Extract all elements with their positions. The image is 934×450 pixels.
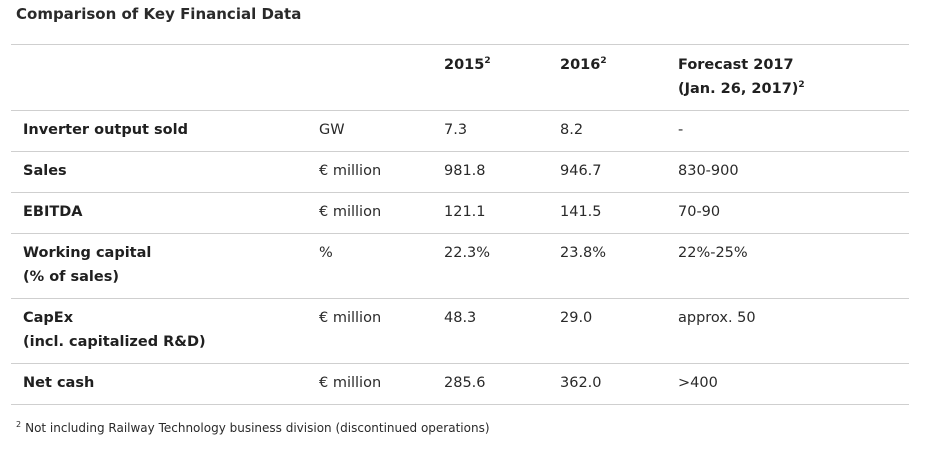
header-2015: 20152 — [444, 44, 560, 111]
row-label-sub: (incl. capitalized R&D) — [23, 334, 206, 350]
footnote-text: Not including Railway Technology busines… — [25, 421, 490, 435]
row-label: EBITDA — [11, 192, 319, 234]
footnote-ref: 2 — [484, 56, 491, 66]
row-label: Inverter output sold — [11, 110, 319, 152]
row-unit: € million — [319, 151, 444, 193]
row-forecast-2017: 830-900 — [678, 151, 909, 193]
table-row: Inverter output sold GW 7.3 8.2 - — [11, 110, 909, 152]
footnote: 2 Not including Railway Technology busine… — [16, 420, 490, 436]
row-unit: % — [319, 233, 444, 299]
table-title: Comparison of Key Financial Data — [16, 5, 302, 23]
row-unit: € million — [319, 298, 444, 364]
row-forecast-2017: 22%-25% — [678, 233, 909, 299]
row-forecast-2017: 70-90 — [678, 192, 909, 234]
row-label: Sales — [11, 151, 319, 193]
header-unit-cell — [319, 44, 444, 111]
row-unit: € million — [319, 192, 444, 234]
row-label-sub: (% of sales) — [23, 269, 119, 285]
table-row: CapEx (incl. capitalized R&D) € million 4… — [11, 298, 909, 364]
row-value-2016: 8.2 — [560, 110, 678, 152]
row-value-2015: 48.3 — [444, 298, 560, 364]
table-row: Net cash € million 285.6 362.0 >400 — [11, 363, 909, 405]
header-forecast-2017: Forecast 2017 (Jan. 26, 2017)2 — [678, 44, 909, 111]
row-value-2015: 22.3% — [444, 233, 560, 299]
table-row: EBITDA € million 121.1 141.5 70-90 — [11, 192, 909, 234]
financial-data-table: 20152 20162 Forecast 2017 (Jan. 26, 2017)… — [11, 44, 909, 405]
table-header-row: 20152 20162 Forecast 2017 (Jan. 26, 2017)… — [11, 44, 909, 111]
row-forecast-2017: approx. 50 — [678, 298, 909, 364]
table-row: Sales € million 981.8 946.7 830-900 — [11, 151, 909, 193]
row-label: Net cash — [11, 363, 319, 405]
header-label-cell — [11, 44, 319, 111]
row-forecast-2017: - — [678, 110, 909, 152]
footnote-ref: 2 — [798, 80, 805, 90]
footnote-ref: 2 — [600, 56, 607, 66]
footnote-marker: 2 — [16, 420, 22, 429]
row-value-2016: 23.8% — [560, 233, 678, 299]
row-value-2016: 141.5 — [560, 192, 678, 234]
row-label: Working capital (% of sales) — [11, 233, 319, 299]
row-value-2015: 7.3 — [444, 110, 560, 152]
row-value-2016: 29.0 — [560, 298, 678, 364]
row-forecast-2017: >400 — [678, 363, 909, 405]
row-label: CapEx (incl. capitalized R&D) — [11, 298, 319, 364]
row-unit: € million — [319, 363, 444, 405]
row-value-2015: 285.6 — [444, 363, 560, 405]
table-row: Working capital (% of sales) % 22.3% 23.8… — [11, 233, 909, 299]
row-value-2016: 362.0 — [560, 363, 678, 405]
row-unit: GW — [319, 110, 444, 152]
row-value-2015: 121.1 — [444, 192, 560, 234]
header-2016: 20162 — [560, 44, 678, 111]
row-value-2015: 981.8 — [444, 151, 560, 193]
row-value-2016: 946.7 — [560, 151, 678, 193]
